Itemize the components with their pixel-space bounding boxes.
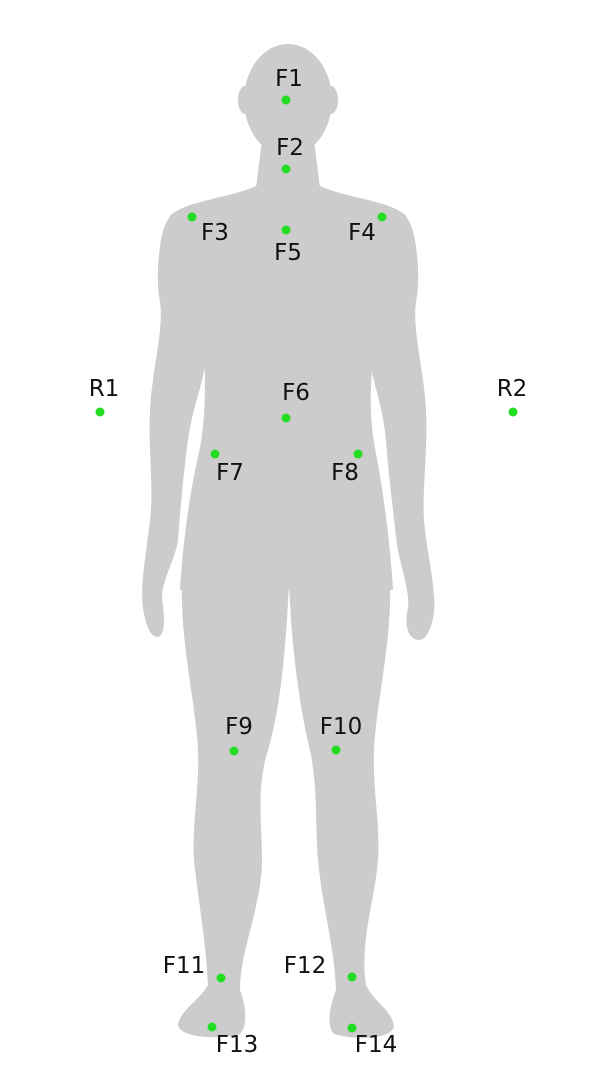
point-label-f14: F14 (355, 1032, 398, 1058)
human-body-silhouette (142, 44, 435, 1038)
point-marker-f9 (229, 746, 239, 756)
right-arm-shape (371, 214, 435, 640)
point-label-f4: F4 (348, 220, 376, 246)
neck-shape (256, 140, 320, 188)
point-marker-f10 (331, 745, 341, 755)
point-label-f5: F5 (274, 240, 302, 266)
point-marker-f12 (347, 972, 357, 982)
right-ear-shape (324, 86, 338, 114)
point-marker-f14 (347, 1023, 357, 1033)
point-label-f1: F1 (275, 66, 303, 92)
point-marker-f6 (281, 413, 291, 423)
point-label-f9: F9 (225, 714, 253, 740)
point-label-f10: F10 (320, 714, 363, 740)
left-arm-shape (142, 214, 205, 637)
point-label-f6: F6 (282, 380, 310, 406)
left-leg-shape (178, 585, 289, 1038)
measurement-points: F1 F2 F3 F4 F5 R1 R2 F6 F7 F8 F9 F10 F11 F12 F13 F14 (89, 66, 528, 1058)
right-leg-shape (289, 585, 394, 1038)
point-marker-f13 (207, 1022, 217, 1032)
point-label-f12: F12 (284, 953, 327, 979)
point-marker-r2 (508, 407, 518, 417)
point-marker-f2 (281, 164, 291, 174)
point-marker-f4 (377, 212, 387, 222)
point-marker-f8 (353, 449, 363, 459)
point-marker-f3 (187, 212, 197, 222)
point-marker-f7 (210, 449, 220, 459)
point-label-r2: R2 (497, 376, 528, 402)
point-label-r1: R1 (89, 376, 120, 402)
left-ear-shape (238, 86, 252, 114)
point-label-f7: F7 (216, 460, 244, 486)
point-label-f3: F3 (201, 220, 229, 246)
point-label-f8: F8 (331, 460, 359, 486)
point-marker-f5 (281, 225, 291, 235)
point-marker-f1 (281, 95, 291, 105)
point-label-f13: F13 (216, 1032, 259, 1058)
point-label-f11: F11 (163, 953, 206, 979)
torso-shape (158, 186, 418, 590)
point-marker-f11 (216, 973, 226, 983)
point-label-f2: F2 (276, 135, 304, 161)
point-marker-r1 (95, 407, 105, 417)
